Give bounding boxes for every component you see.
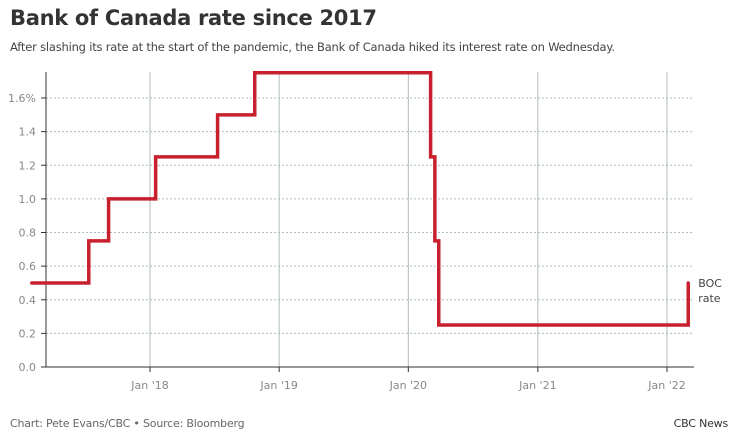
x-tick-label: Jan '22: [647, 379, 685, 392]
chart-credit: Chart: Pete Evans/CBC • Source: Bloomber…: [10, 417, 245, 430]
x-tick-label: Jan '20: [389, 379, 427, 392]
x-tick-label: Jan '18: [130, 379, 168, 392]
y-tick-label: 1.4: [19, 126, 37, 139]
series-labels: BOC rate: [698, 277, 722, 305]
chart-title: Bank of Canada rate since 2017: [10, 6, 377, 30]
series-layer: [30, 71, 690, 327]
y-tick-label: 0.0: [19, 361, 37, 374]
brand-label: CBC News: [673, 417, 729, 430]
y-tick-label: 0.4: [19, 294, 37, 307]
y-tick-label: 0.2: [19, 327, 37, 340]
axes: [41, 72, 694, 368]
series-line-boc-rate: [30, 71, 690, 327]
chart-subtitle: After slashing its rate at the start of …: [10, 40, 615, 54]
x-tick-label: Jan '21: [518, 379, 556, 392]
series-end-label: rate: [698, 292, 721, 305]
x-tick-label: Jan '19: [259, 379, 297, 392]
x-axis-ticks: Jan '18 Jan '19 Jan '20 Jan '21 Jan '22: [130, 367, 686, 392]
y-tick-label: 1.0: [19, 193, 37, 206]
y-tick-label: 0.6: [19, 260, 37, 273]
series-end-label: BOC: [698, 277, 722, 290]
y-axis-ticks: 0.0 0.2 0.4 0.6 0.8 1.0 1.2 1.4 1.6%: [8, 92, 46, 374]
y-tick-label: 1.6%: [8, 92, 36, 105]
y-tick-label: 0.8: [19, 227, 37, 240]
x-gridlines: [149, 72, 668, 367]
y-tick-label: 1.2: [19, 159, 37, 172]
y-gridlines: [46, 97, 694, 334]
